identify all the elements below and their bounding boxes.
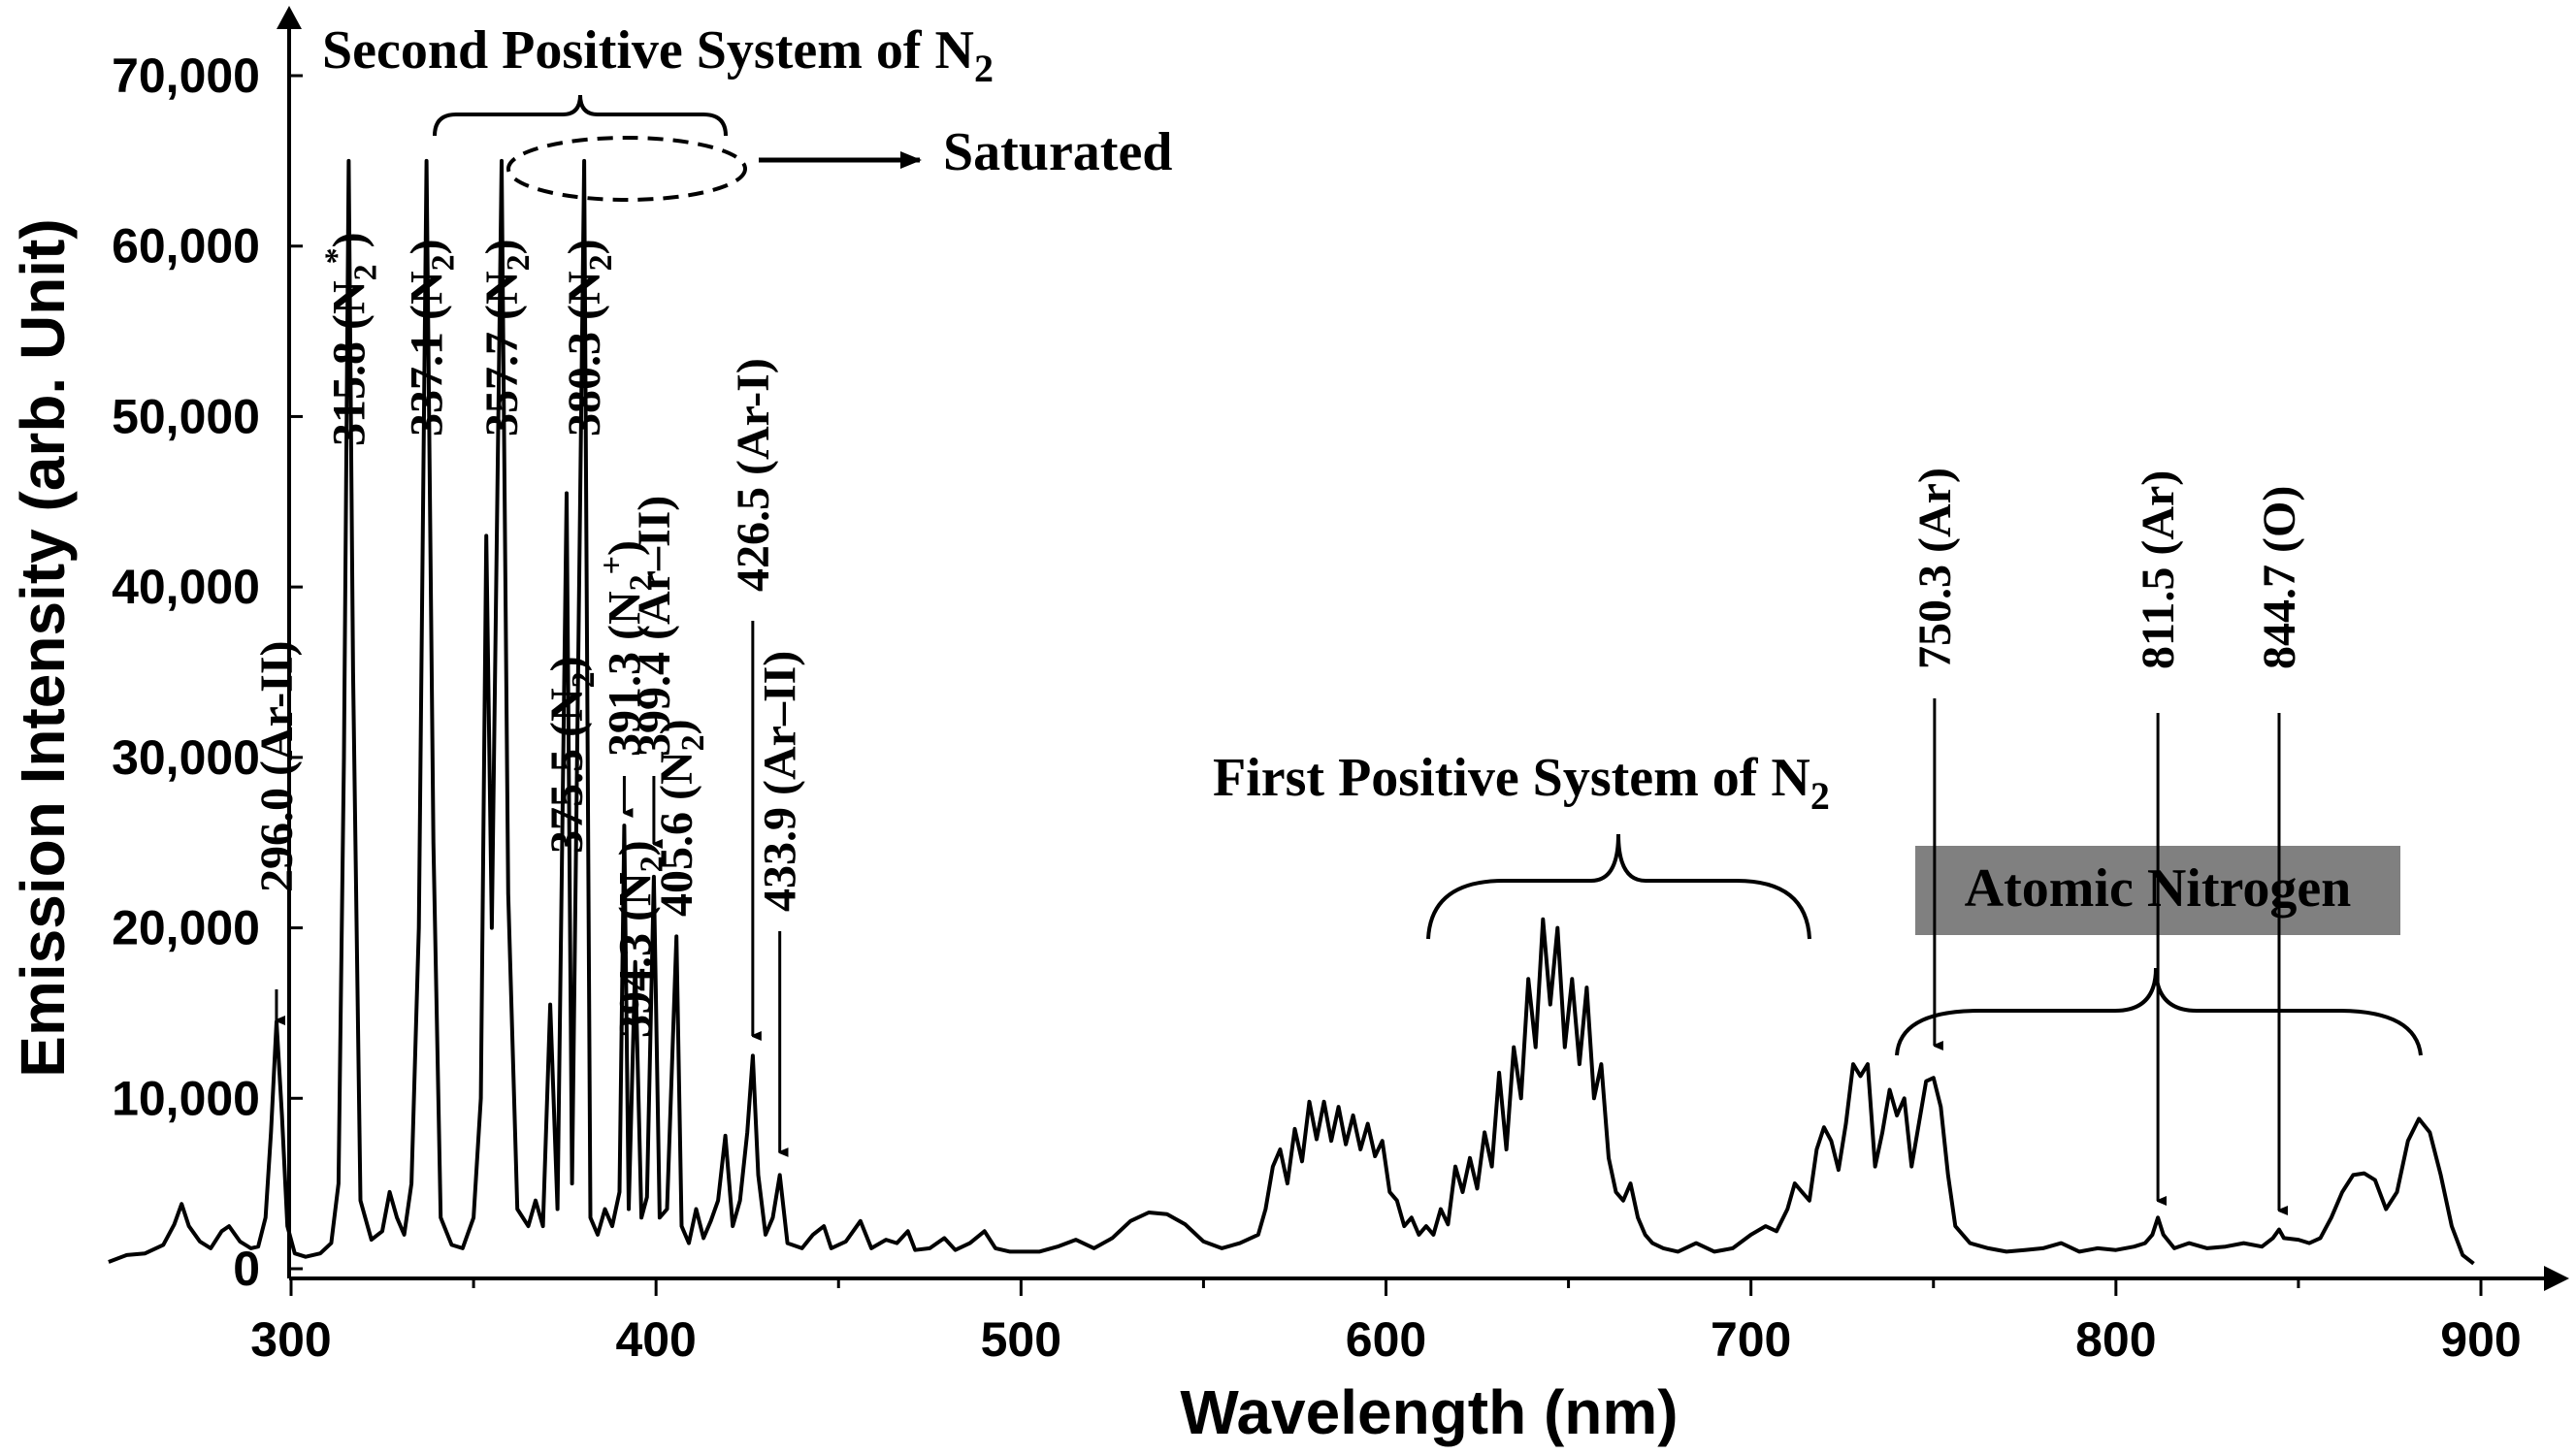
peak-label-subscript: 2 [623, 574, 659, 591]
peak-label-subscript: 2 [501, 254, 537, 271]
peak-label: 433.9 (Ar–II) [755, 651, 806, 912]
peak-label: 391.3 (N2+) [594, 540, 659, 757]
peak-label-text: ) [323, 232, 375, 247]
first-positive-label: First Positive System of N2 [1213, 748, 1830, 818]
second-positive-label: Second Positive System of N2 [322, 20, 994, 90]
peak-label: 375.5 (N2) [541, 656, 602, 854]
second-positive-group: Second Positive System of N2 [322, 20, 994, 137]
peak-label-text: ) [599, 540, 650, 556]
y-tick-label: 0 [233, 1242, 260, 1296]
y-tick-label: 30,000 [112, 730, 260, 785]
peak-label-text: ) [402, 239, 453, 254]
x-axis-arrowhead [2544, 1266, 2569, 1291]
x-tick-label: 800 [2075, 1312, 2156, 1367]
peak-label-text: 380.3 (N [559, 271, 610, 436]
peak-label: 380.3 (N2) [559, 239, 619, 436]
peak-label-text: ) [541, 656, 593, 671]
first-positive-brace [1426, 833, 1811, 940]
peak-label-text: ) [610, 840, 662, 856]
x-tick-label: 300 [250, 1312, 331, 1367]
first-positive-text: First Positive System of N [1213, 748, 1810, 808]
peak-label-text: ) [476, 239, 528, 254]
peak-label-subscript: 2 [675, 734, 711, 751]
peak-label: 405.6 (N2) [651, 719, 711, 917]
peak-label: 315.8 (N2*) [318, 232, 383, 446]
x-tick-label: 900 [2440, 1312, 2521, 1367]
saturated-group: Saturated [506, 122, 1172, 202]
peak-label-text: 391.3 (N [599, 591, 650, 757]
second-positive-subscript: 2 [974, 47, 994, 90]
y-axis-label: Emission Intensity (arb. Unit) [8, 218, 78, 1077]
peak-label-text: ) [559, 239, 610, 254]
y-axis-arrowhead [277, 6, 302, 29]
y-tick-label: 70,000 [112, 48, 260, 103]
peak-label-text: 337.1 (N [402, 271, 453, 436]
peak-label-subscript: 2 [583, 254, 619, 271]
peak-label-subscript: 2 [347, 264, 383, 280]
peak-label-text: 394.3 (N [610, 872, 662, 1038]
peak-label-superscript: * [318, 247, 354, 264]
saturated-label: Saturated [943, 122, 1172, 182]
peak-label-subscript: 2 [566, 671, 602, 688]
series-line-emission-spectrum [108, 158, 2475, 1266]
peak-label-text: 357.7 (N [476, 271, 528, 436]
peak-label-superscript: + [594, 556, 630, 574]
y-tick-label: 40,000 [112, 560, 260, 614]
peak-label: 750.3 (Ar) [1909, 468, 1961, 669]
second-positive-brace [433, 94, 728, 137]
peak-label: 399.4 (Ar–II) [629, 496, 680, 757]
peak-label-text: 405.6 (N [651, 751, 702, 917]
x-tick-label: 600 [1346, 1312, 1426, 1367]
axes [277, 6, 2569, 1291]
saturated-ellipse [506, 136, 747, 202]
peak-label: 337.1 (N2) [402, 239, 462, 436]
peak-label-subscript: 2 [426, 254, 462, 271]
peak-annotations: 296.0 (Ar-II)315.8 (N2*)337.1 (N2)357.7 … [251, 232, 2305, 1211]
peak-label-text: ) [651, 719, 702, 734]
first-positive-subscript: 2 [1810, 774, 1830, 818]
x-axis-label: Wavelength (nm) [1180, 1377, 1678, 1447]
x-tick-label: 500 [981, 1312, 1061, 1367]
peak-label: 811.5 (Ar) [2133, 470, 2184, 669]
peak-label-text: 375.5 (N [541, 688, 593, 854]
peak-label: 426.5 (Ar-I) [728, 358, 779, 592]
y-tick-label: 60,000 [112, 219, 260, 274]
peak-label-text: 315.8 (N [323, 280, 375, 446]
second-positive-text: Second Positive System of N [322, 20, 974, 81]
y-tick-label: 10,000 [112, 1071, 260, 1125]
x-tick-label: 700 [1711, 1312, 1791, 1367]
y-ticks: 0 10,000 20,000 30,000 40,000 50,000 60,000 70,… [112, 48, 303, 1296]
x-tick-label: 400 [615, 1312, 696, 1367]
y-tick-label: 50,000 [112, 389, 260, 443]
peak-label: 394.3 (N2) [610, 840, 670, 1038]
first-positive-group: First Positive System of N2 [1213, 748, 1830, 940]
peak-label-subscript: 2 [635, 856, 670, 872]
x-ticks: 300 400 500 600 700 800 900 [250, 1278, 2522, 1367]
y-tick-label: 20,000 [112, 901, 260, 955]
peak-label: 844.7 (O) [2254, 486, 2305, 669]
peak-label: 357.7 (N2) [476, 239, 537, 436]
peak-label: 296.0 (Ar-II) [251, 641, 303, 893]
